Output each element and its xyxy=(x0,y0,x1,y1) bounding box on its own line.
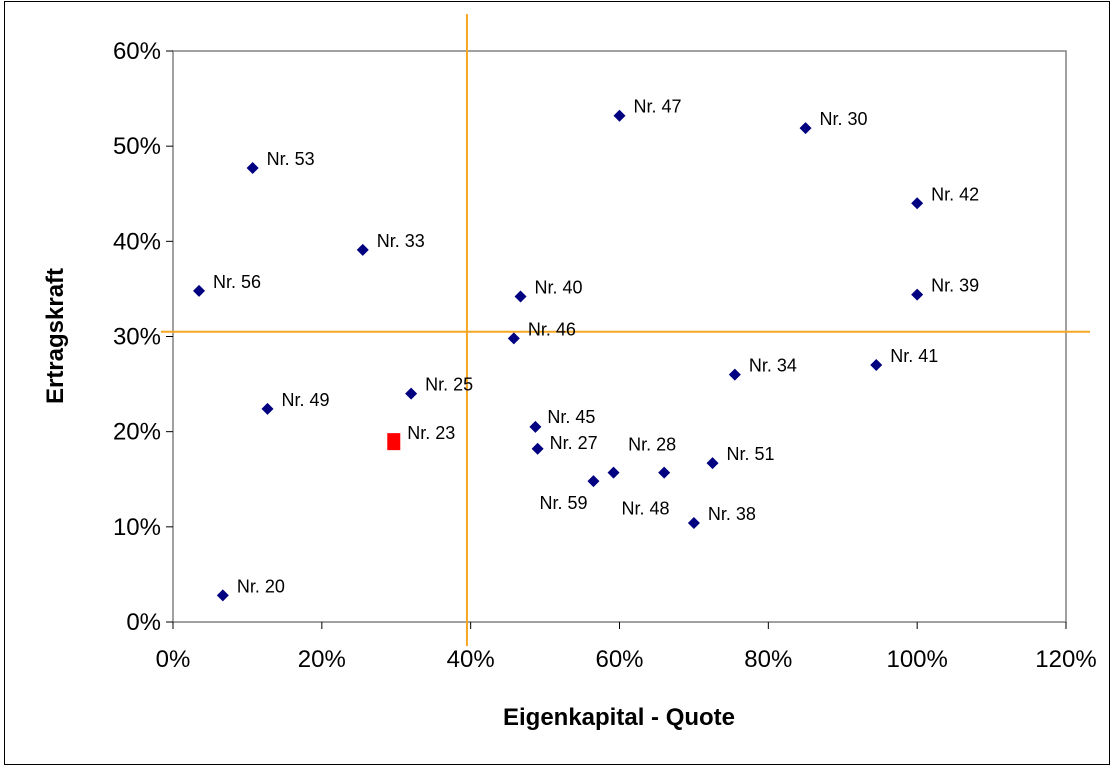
data-point xyxy=(261,402,274,415)
data-label: Nr. 30 xyxy=(820,109,868,129)
reference-lines xyxy=(161,14,1090,646)
data-label: Nr. 49 xyxy=(282,390,330,410)
data-label: Nr. 42 xyxy=(931,184,979,204)
x-tick-label: 120% xyxy=(1035,646,1096,673)
data-point xyxy=(356,243,369,256)
x-tick-label: 0% xyxy=(156,646,191,673)
y-tick-label: 60% xyxy=(113,38,161,65)
y-tick-label: 20% xyxy=(113,419,161,446)
y-tick-label: 30% xyxy=(113,324,161,351)
data-label: Nr. 48 xyxy=(622,499,670,519)
data-point-highlight xyxy=(387,433,401,451)
data-point xyxy=(216,589,229,602)
data-point xyxy=(529,420,542,433)
data-point xyxy=(613,109,626,122)
data-label: Nr. 53 xyxy=(267,149,315,169)
data-label: Nr. 23 xyxy=(407,423,455,443)
x-axis-title: Eigenkapital - Quote xyxy=(503,704,735,731)
data-points: Nr. 47 Nr. 30 Nr. 53 Nr. 42 Nr. 33 Nr. 56 Nr. … xyxy=(193,97,979,602)
data-point xyxy=(246,162,259,175)
x-axis-ticks: 0% 20% 40% 60% 80% 100% 120% xyxy=(156,622,1097,673)
data-label: Nr. 47 xyxy=(634,97,682,117)
x-tick-label: 100% xyxy=(886,646,947,673)
y-tick-label: 10% xyxy=(113,514,161,541)
x-tick-label: 40% xyxy=(447,646,495,673)
y-tick-label: 50% xyxy=(113,133,161,160)
data-label: Nr. 45 xyxy=(547,407,595,427)
data-label: Nr. 28 xyxy=(628,435,676,455)
x-tick-label: 20% xyxy=(298,646,346,673)
plot-area xyxy=(172,50,1067,623)
data-label: Nr. 59 xyxy=(539,493,587,513)
data-label: Nr. 56 xyxy=(213,272,261,292)
data-point xyxy=(193,284,206,297)
data-point xyxy=(870,359,883,372)
data-label: Nr. 38 xyxy=(708,504,756,524)
data-label: Nr. 46 xyxy=(528,319,576,339)
data-label: Nr. 25 xyxy=(425,375,473,395)
data-label: Nr. 39 xyxy=(931,276,979,296)
x-tick-label: 80% xyxy=(744,646,792,673)
data-point xyxy=(514,290,527,303)
y-tick-label: 0% xyxy=(126,609,161,636)
data-point xyxy=(728,368,741,381)
data-point xyxy=(587,475,600,488)
data-point xyxy=(405,387,418,400)
data-point xyxy=(687,517,700,530)
y-axis-ticks: 0% 10% 20% 30% 40% 50% 60% xyxy=(113,38,173,636)
data-label: Nr. 51 xyxy=(727,444,775,464)
data-point xyxy=(706,457,719,470)
x-tick-label: 60% xyxy=(595,646,643,673)
data-label: Nr. 40 xyxy=(535,278,583,298)
data-point xyxy=(911,197,924,210)
data-label: Nr. 33 xyxy=(377,231,425,251)
data-point xyxy=(531,442,544,455)
data-label: Nr. 27 xyxy=(550,433,598,453)
data-label: Nr. 41 xyxy=(890,346,938,366)
data-point xyxy=(911,288,924,301)
data-point xyxy=(507,332,520,345)
data-point xyxy=(799,122,812,135)
data-label: Nr. 20 xyxy=(237,576,285,596)
y-tick-label: 40% xyxy=(113,228,161,255)
data-point xyxy=(607,466,620,479)
y-axis-title: Ertragskraft xyxy=(42,268,69,404)
data-label: Nr. 34 xyxy=(749,356,797,376)
data-point xyxy=(658,466,671,479)
